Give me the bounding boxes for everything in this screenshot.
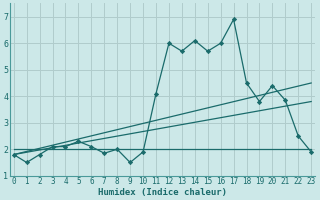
X-axis label: Humidex (Indice chaleur): Humidex (Indice chaleur): [98, 188, 227, 197]
